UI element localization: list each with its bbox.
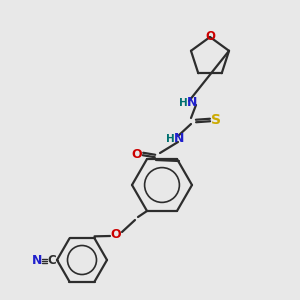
Text: H: H [178,98,188,108]
Text: C: C [48,254,56,268]
Text: S: S [211,113,221,127]
Text: N: N [32,254,42,268]
Text: N: N [187,97,197,110]
Text: O: O [205,31,215,44]
Text: O: O [132,148,142,160]
Text: N: N [174,133,184,146]
Text: H: H [166,134,174,144]
Text: O: O [111,227,121,241]
